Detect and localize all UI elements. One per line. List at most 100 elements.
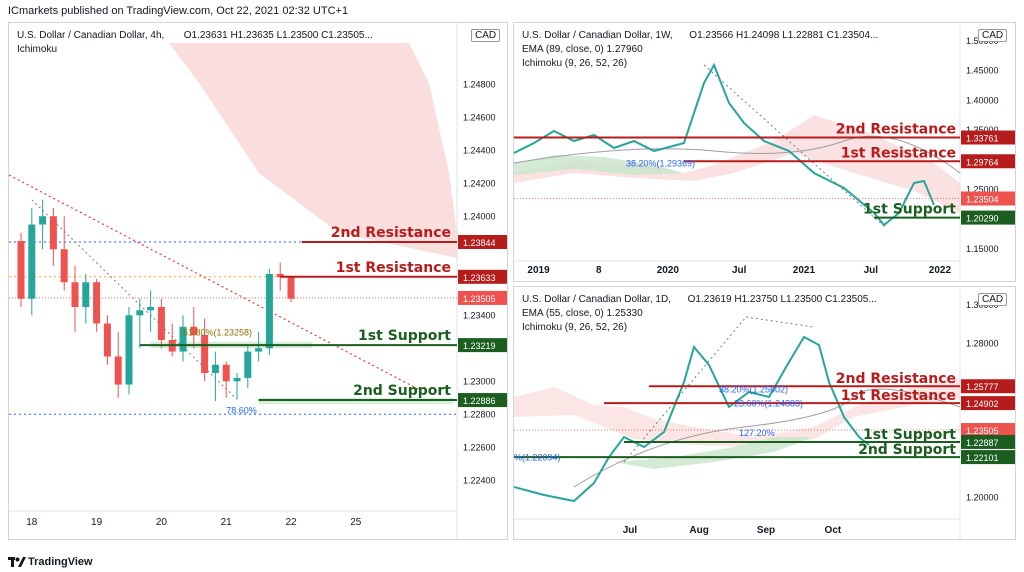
price-tag [458,269,507,284]
x-tick-label: 19 [91,517,103,528]
candle-body [82,282,90,307]
y-tick-label: 1.23400 [463,310,496,320]
price-tag-label: 1.22887 [966,438,999,448]
x-tick-label: Jul [864,265,879,276]
price-tag [961,210,1015,225]
chart-4h-svg[interactable]: 1.24800 1.24600 1.24400 1.24200 1.24000 1.234… [9,23,508,540]
price-tag [458,393,507,408]
footer-brand: TradingView [28,556,93,568]
price-tag [458,290,507,305]
fib-swing-line [703,64,887,229]
price-tag [458,338,507,353]
x-tick-label: 8 [596,265,602,276]
candle-body [157,307,165,340]
fib-swing-line [745,316,815,328]
x-tick-label: 2020 [657,265,680,276]
fib-annotation: 38.20%(1.25602) [719,385,788,395]
chart-panel-1w[interactable]: 1.500001.450001.400001.350001.250001.200… [513,22,1016,282]
x-tick-label: 2021 [793,265,816,276]
y-tick-label: 1.40000 [966,95,999,105]
fib-swing-line [623,316,747,463]
candle-body [114,356,122,385]
y-tick-label: 1.24000 [463,211,496,221]
y-tick-label: 1.20000 [966,493,999,503]
ema-line [573,388,961,488]
ema-line [514,135,961,174]
price-tag-label: 1.23844 [463,238,496,248]
level-label: 1st Support [863,202,956,218]
candle-body [71,282,79,307]
currency-badge-1d[interactable]: CAD [978,293,1008,306]
legend-ohlc-4h: O1.23631 H1.23635 L1.23500 C1.23505... [183,30,373,41]
fib-annotation: 61.80%(1.23258) [183,328,252,338]
candle-body [255,348,263,352]
chart-panel-4h[interactable]: 1.24800 1.24600 1.24400 1.24200 1.24000 1.234… [8,22,508,540]
candle-body [147,307,155,311]
level-label: 1st Resistance [841,388,956,404]
x-tick-label: Oct [825,525,842,536]
y-tick-label: 1.22600 [463,442,496,452]
candle-body [201,335,209,373]
price-tag [961,434,1015,449]
price-tag-label: 1.29764 [966,157,999,167]
price-series [514,335,870,503]
level-label: 2nd Support [353,383,451,399]
legend-indicator-4h: Ichimoku [17,44,58,55]
level-label: 2nd Support [858,442,956,458]
price-tag-label: 1.33761 [966,134,999,144]
level-label: 1st Support [863,427,956,443]
y-tick-label: 1.25000 [966,185,999,195]
legend-ichimoku-1w: Ichimoku (9, 26, 52, 26) [522,58,628,69]
y-tick-label: 1.35000 [966,125,999,135]
fib-annotation: %(1.22094) [514,452,561,462]
candle-body [190,326,198,336]
price-tag-label: 1.23633 [463,273,496,283]
y-tick-label: 1.28000 [966,338,999,348]
candle-body [179,326,187,352]
candle-body [136,310,144,316]
legend-ichimoku-1d: Ichimoku (9, 26, 52, 26) [522,322,628,333]
y-tick-label: 1.22800 [463,409,496,419]
candle-body [17,241,25,299]
ichimoku-cloud-green [614,437,814,469]
level-label: 2nd Resistance [331,225,451,241]
candle-body [222,364,230,382]
level-label: 2nd Resistance [836,122,956,138]
legend-ema-1d: EMA (55, close, 0) 1.25330 [522,308,643,319]
currency-badge-4h[interactable]: CAD [471,29,501,42]
y-tick-label: 1.23000 [463,376,496,386]
x-tick-label: 20 [156,517,168,528]
tradingview-logo-icon [8,557,26,567]
candle-body [103,323,111,357]
y-tick-label: 1.15000 [966,244,999,254]
legend-ohlc-1w: O1.23566 H1.24098 L1.22881 C1.23504... [689,30,879,41]
tradingview-footer[interactable]: TradingView [8,556,93,568]
candle-body [125,315,133,385]
fib-annotation: 78.60% [226,405,257,415]
trendline [9,174,420,391]
price-tag [961,379,1015,394]
chart-1w-svg[interactable]: 1.500001.450001.400001.350001.250001.200… [514,23,1016,282]
x-tick-label: 18 [26,517,38,528]
price-tag [961,450,1015,465]
candle-body [49,216,57,250]
price-tag-label: 1.22101 [966,453,999,463]
x-tick-label: 22 [285,517,297,528]
candle-body [28,224,36,299]
ichimoku-cloud-green [514,155,684,175]
candle-body [233,377,241,382]
price-tag-label: 1.22886 [463,396,496,406]
candle-body [93,282,101,324]
price-tag [458,234,507,249]
y-tick-label: 1.22400 [463,475,496,485]
currency-badge-1w[interactable]: CAD [978,29,1008,42]
candle-body [60,249,68,283]
legend-ema-1w: EMA (89, close, 0) 1.27960 [522,44,643,55]
y-tick-label: 1.24600 [463,112,496,122]
x-tick-label: Jul [732,265,747,276]
price-tag-label: 1.23219 [463,341,496,351]
ichimoku-cloud [169,43,457,258]
x-tick-label: Aug [689,525,708,536]
